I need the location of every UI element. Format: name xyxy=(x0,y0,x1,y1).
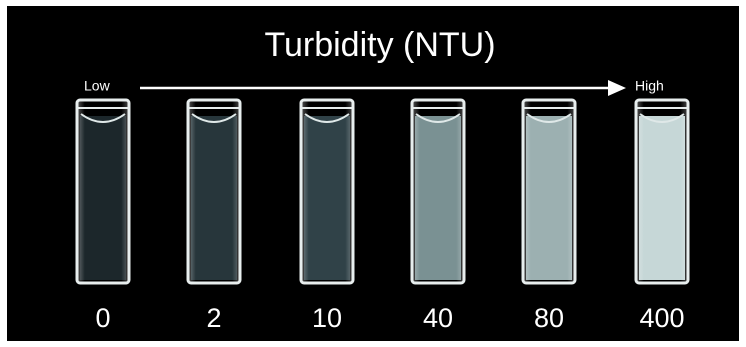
sample-label: 10 xyxy=(312,303,342,333)
cuvette-glass xyxy=(523,100,575,283)
photo: Turbidity (NTU) Low High 0 2 10 40 80 400 xyxy=(0,0,746,347)
title: Turbidity (NTU) xyxy=(264,26,495,64)
sample-label: 40 xyxy=(423,303,453,333)
high-label: High xyxy=(635,78,664,94)
cuvette-glass xyxy=(636,100,688,283)
cuvette-glass xyxy=(412,100,464,283)
cuvette-glass xyxy=(77,100,129,283)
cuvette-glass xyxy=(188,100,240,283)
cuvette-glass xyxy=(301,100,353,283)
sample-label: 400 xyxy=(639,303,684,333)
sample-label: 2 xyxy=(206,303,221,333)
sample-label: 0 xyxy=(95,303,110,333)
sample-label: 80 xyxy=(534,303,564,333)
low-label: Low xyxy=(84,78,111,94)
